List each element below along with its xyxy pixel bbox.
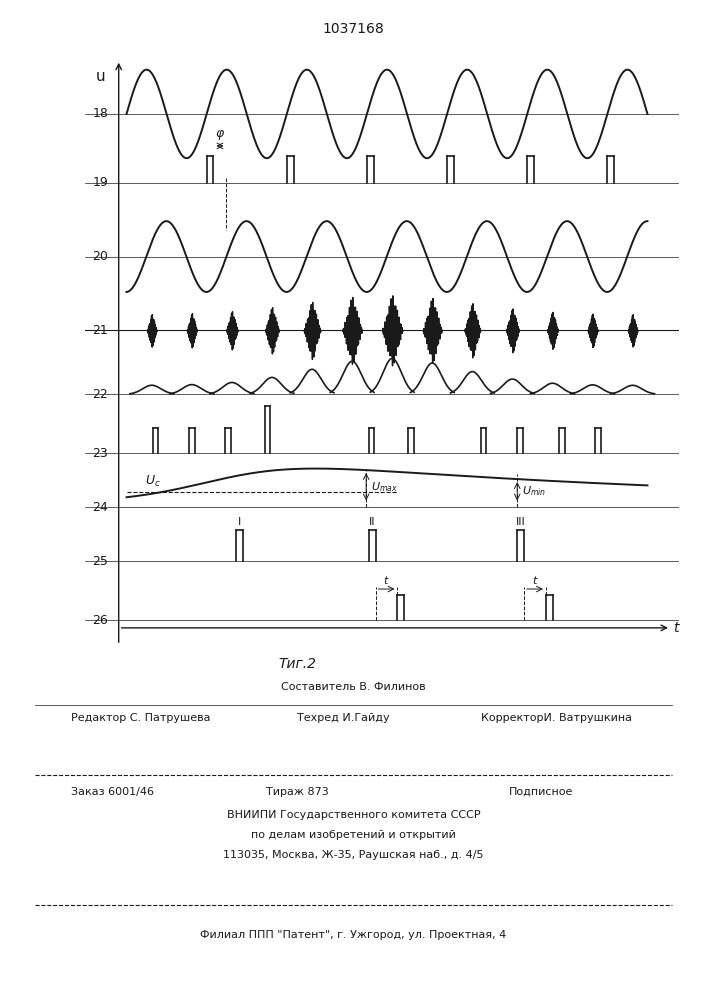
Text: Тираж 873: Тираж 873	[266, 787, 328, 797]
Text: 23: 23	[93, 447, 108, 460]
Text: 26: 26	[93, 614, 108, 627]
Text: ВНИИПИ Государственного комитета СССР: ВНИИПИ Государственного комитета СССР	[227, 810, 480, 820]
Text: Филиал ППП "Патент", г. Ужгород, ул. Проектная, 4: Филиал ППП "Патент", г. Ужгород, ул. Про…	[200, 930, 507, 940]
Text: 24: 24	[93, 501, 108, 514]
Text: t: t	[674, 621, 679, 635]
Text: Техред И.Гайду: Техред И.Гайду	[297, 713, 390, 723]
Text: по делам изобретений и открытий: по делам изобретений и открытий	[251, 830, 456, 840]
Text: Редактор С. Патрушева: Редактор С. Патрушева	[71, 713, 210, 723]
Text: КорректорИ. Ватрушкина: КорректорИ. Ватрушкина	[481, 713, 632, 723]
Text: $U_c$: $U_c$	[145, 474, 160, 489]
Text: $t$: $t$	[532, 574, 538, 586]
Text: 1037168: 1037168	[322, 22, 385, 36]
Text: $\varphi$: $\varphi$	[215, 128, 225, 142]
Text: 21: 21	[93, 324, 108, 337]
Text: Подписное: Подписное	[509, 787, 573, 797]
Text: III: III	[515, 517, 525, 527]
Text: Τиг.2: Τиг.2	[278, 657, 316, 671]
Text: 19: 19	[93, 176, 108, 189]
Text: Заказ 6001/46: Заказ 6001/46	[71, 787, 153, 797]
Text: 22: 22	[93, 388, 108, 401]
Text: u: u	[95, 69, 105, 84]
Text: Составитель В. Филинов: Составитель В. Филинов	[281, 682, 426, 692]
Text: 20: 20	[93, 250, 108, 263]
Text: $U_{max}$: $U_{max}$	[371, 480, 399, 494]
Text: II: II	[369, 517, 375, 527]
Text: 25: 25	[93, 555, 108, 568]
Text: 113035, Москва, Ж-35, Раушская наб., д. 4/5: 113035, Москва, Ж-35, Раушская наб., д. …	[223, 850, 484, 860]
Text: 18: 18	[93, 107, 108, 120]
Text: I: I	[238, 517, 241, 527]
Text: $U_{min}$: $U_{min}$	[522, 484, 547, 498]
Text: $t$: $t$	[383, 574, 390, 586]
